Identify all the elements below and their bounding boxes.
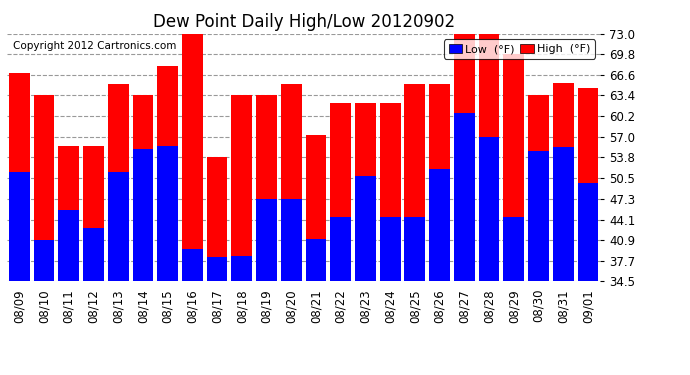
Bar [281,199,302,281]
Text: Copyright 2012 Cartronics.com: Copyright 2012 Cartronics.com [13,41,176,51]
Bar [132,150,153,281]
Bar [9,73,30,281]
Bar [479,136,500,281]
Bar [182,34,203,281]
Bar [59,210,79,281]
Bar [34,240,55,281]
Bar [380,103,400,281]
Bar [331,103,351,281]
Bar [528,96,549,281]
Bar [108,84,128,281]
Bar [306,240,326,281]
Bar [34,96,55,281]
Bar [281,84,302,281]
Bar [331,217,351,281]
Bar [59,146,79,281]
Bar [231,96,252,281]
Bar [207,157,228,281]
Bar [429,84,450,281]
Bar [454,31,475,281]
Bar [578,88,598,281]
Bar [504,54,524,281]
Bar [231,255,252,281]
Bar [9,172,30,281]
Bar [528,152,549,281]
Bar [404,84,425,281]
Bar [578,183,598,281]
Bar [157,146,178,281]
Bar [256,96,277,281]
Bar [380,217,400,281]
Bar [182,249,203,281]
Bar [553,147,573,281]
Title: Dew Point Daily High/Low 20120902: Dew Point Daily High/Low 20120902 [152,13,455,31]
Bar [553,82,573,281]
Bar [479,34,500,281]
Bar [429,169,450,281]
Bar [504,217,524,281]
Bar [306,135,326,281]
Legend: Low  (°F), High  (°F): Low (°F), High (°F) [444,39,595,58]
Bar [83,228,104,281]
Bar [256,199,277,281]
Bar [83,146,104,281]
Bar [355,103,376,281]
Bar [404,217,425,281]
Bar [207,257,228,281]
Bar [157,66,178,281]
Bar [132,96,153,281]
Bar [355,177,376,281]
Bar [454,114,475,281]
Bar [108,172,128,281]
